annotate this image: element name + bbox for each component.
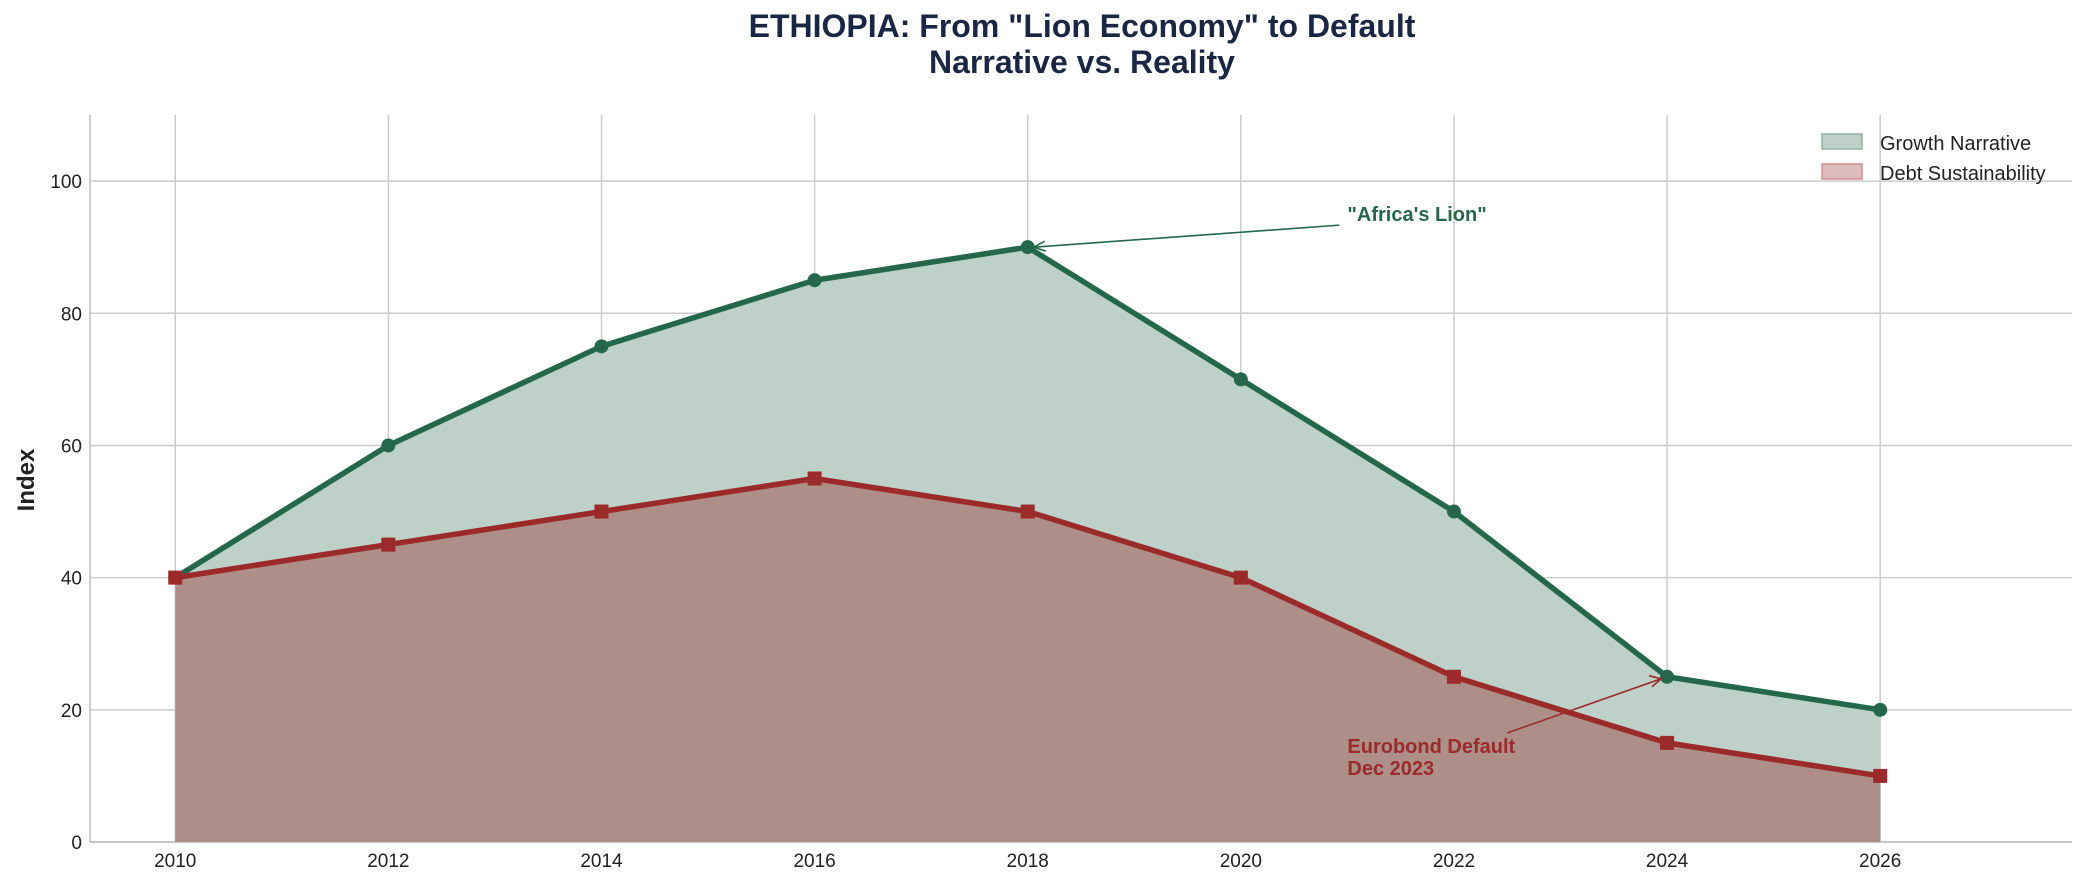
legend-swatch-debt [1821,163,1863,180]
legend: Growth Narrative Debt Sustainability [1821,133,2046,185]
growth-point [1660,669,1675,684]
x-tick-label: 2024 [1646,851,1689,872]
debt-point [1020,504,1035,519]
chart-subtitle: Narrative vs. Reality [929,44,1235,80]
x-tick-label: 2020 [1220,851,1262,872]
annotation-default-line2: Dec 2023 [1347,758,1434,780]
tick-labels: 0 20 40 60 80 100 2010 2012 2014 2016 2018 2020 2022… [50,172,1901,872]
annotation-default-line1: Eurobond Default [1347,736,1515,758]
x-tick-label: 2016 [793,851,835,872]
y-axis-label: Index [13,448,40,511]
y-tick-label: 20 [61,701,82,722]
series-lines [168,240,1888,783]
area-debt [175,478,1881,842]
growth-point [1020,240,1035,255]
y-tick-label: 0 [71,833,82,854]
y-tick-label: 100 [50,172,82,193]
x-tick-label: 2018 [1007,851,1049,872]
annotations: "Africa's Lion" Eurobond Default Dec 202… [1031,204,1663,780]
debt-point [1446,669,1461,684]
chart-title: ETHIOPIA: From "Lion Economy" to Default [749,8,1416,44]
annotation-arrow-lion [1033,224,1340,248]
x-tick-label: 2010 [154,851,196,872]
x-tick-label: 2012 [367,851,409,872]
debt-point [807,471,822,486]
annotation-arrow-default [1506,678,1662,734]
growth-point [1233,372,1248,387]
growth-point [594,339,609,354]
y-tick-label: 60 [61,436,82,457]
x-tick-label: 2026 [1859,851,1901,872]
arrowhead-lion [1031,240,1046,252]
x-tick-label: 2014 [580,851,623,872]
debt-point [594,504,609,519]
debt-point [168,570,183,585]
debt-point [1233,570,1248,585]
x-tick-label: 2022 [1433,851,1475,872]
legend-label-growth: Growth Narrative [1880,133,2031,155]
debt-point [1873,768,1888,783]
area-fills [175,247,1881,842]
legend-label-debt: Debt Sustainability [1880,163,2046,185]
growth-point [1446,504,1461,519]
debt-point [381,537,396,552]
legend-swatch-growth [1821,133,1863,150]
growth-point [381,438,396,453]
y-tick-label: 80 [61,304,82,325]
debt-point [1660,735,1675,750]
growth-point [1873,702,1888,717]
arrowhead-default [1648,674,1663,688]
annotation-lion: "Africa's Lion" [1347,204,1486,226]
growth-point [807,273,822,288]
y-tick-label: 40 [61,569,82,590]
